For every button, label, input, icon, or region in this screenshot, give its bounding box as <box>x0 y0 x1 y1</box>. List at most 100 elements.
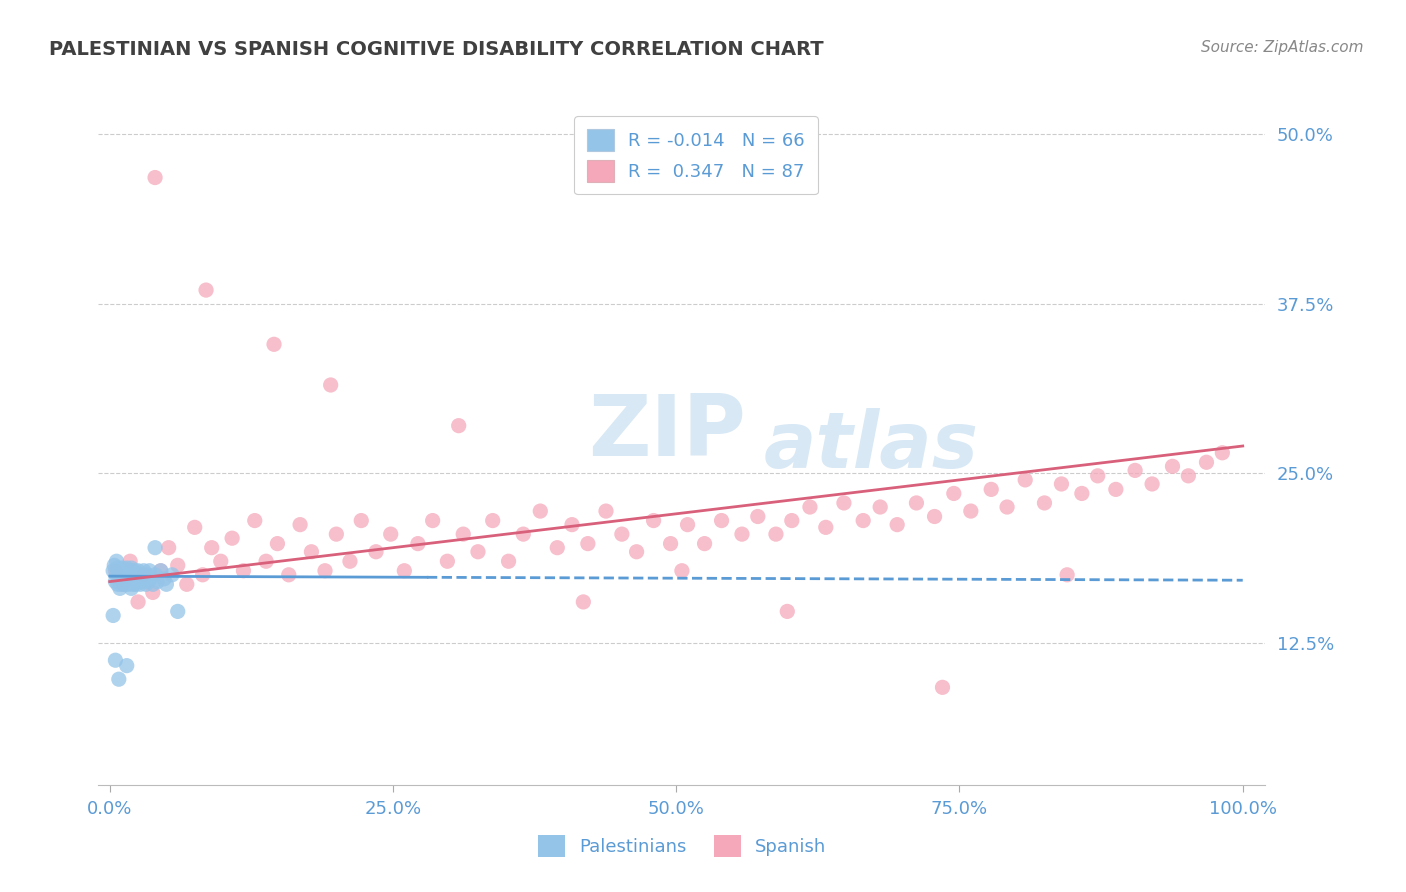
Point <box>1195 455 1218 469</box>
Point <box>112 567 135 582</box>
Point <box>254 554 277 568</box>
Point <box>111 561 134 575</box>
Point <box>136 567 159 582</box>
Point <box>124 574 146 589</box>
Point <box>110 577 132 591</box>
Point <box>101 608 124 623</box>
Point <box>1161 459 1184 474</box>
Point <box>852 514 875 528</box>
Point <box>125 572 148 586</box>
Point <box>114 564 136 578</box>
Point <box>132 567 155 582</box>
Point <box>232 564 254 578</box>
Point <box>529 504 551 518</box>
Point <box>765 527 787 541</box>
Point <box>959 504 981 518</box>
Point <box>120 561 142 575</box>
Point <box>481 514 503 528</box>
Point <box>671 564 693 578</box>
Point <box>104 574 127 589</box>
Point <box>105 567 128 582</box>
Point <box>869 500 891 514</box>
Point <box>447 418 470 433</box>
Point <box>105 554 128 568</box>
Point <box>142 585 165 599</box>
Point <box>155 577 177 591</box>
Point <box>924 509 946 524</box>
Point <box>149 564 172 578</box>
Point <box>191 567 214 582</box>
Point <box>104 564 127 578</box>
Point <box>339 554 361 568</box>
Point <box>546 541 568 555</box>
Point <box>108 672 131 686</box>
Text: atlas: atlas <box>763 408 979 484</box>
Point <box>183 520 205 534</box>
Point <box>731 527 754 541</box>
Point <box>131 567 153 582</box>
Point <box>1211 446 1233 460</box>
Point <box>380 527 402 541</box>
Point <box>364 545 387 559</box>
Point <box>693 536 716 550</box>
Point <box>266 536 288 550</box>
Point <box>1140 477 1163 491</box>
Point <box>114 577 136 591</box>
Point <box>776 604 799 618</box>
Legend: Palestinians, Spanish: Palestinians, Spanish <box>530 828 834 864</box>
Point <box>160 567 183 582</box>
Point <box>814 520 837 534</box>
Point <box>114 577 136 591</box>
Point <box>166 604 188 618</box>
Point <box>467 545 489 559</box>
Point <box>299 545 322 559</box>
Point <box>832 496 855 510</box>
Point <box>121 572 143 586</box>
Point <box>319 378 342 392</box>
Point <box>120 554 142 568</box>
Point <box>127 564 149 578</box>
Point <box>108 582 131 596</box>
Point <box>143 170 166 185</box>
Point <box>314 564 336 578</box>
Point <box>325 527 347 541</box>
Point <box>112 574 135 589</box>
Point <box>143 541 166 555</box>
Point <box>157 541 180 555</box>
Point <box>121 564 143 578</box>
Point <box>104 653 127 667</box>
Point <box>561 517 583 532</box>
Point <box>195 283 218 297</box>
Point <box>112 577 135 591</box>
Point <box>120 567 142 582</box>
Point <box>263 337 285 351</box>
Point <box>129 577 152 591</box>
Point <box>125 567 148 582</box>
Point <box>122 577 145 591</box>
Point <box>1087 468 1109 483</box>
Point <box>610 527 633 541</box>
Point <box>710 514 733 528</box>
Point <box>114 572 136 586</box>
Text: ZIP: ZIP <box>589 391 747 474</box>
Point <box>103 558 125 573</box>
Point <box>127 574 149 589</box>
Point <box>120 582 142 596</box>
Point <box>117 567 139 582</box>
Point <box>128 572 150 586</box>
Point <box>1070 486 1092 500</box>
Point <box>115 561 138 575</box>
Point <box>572 595 595 609</box>
Point <box>576 536 599 550</box>
Point <box>451 527 474 541</box>
Point <box>149 564 172 578</box>
Point <box>127 595 149 609</box>
Point <box>108 572 131 586</box>
Point <box>108 567 131 582</box>
Point <box>142 577 165 591</box>
Point <box>780 514 803 528</box>
Point <box>995 500 1018 514</box>
Text: PALESTINIAN VS SPANISH COGNITIVE DISABILITY CORRELATION CHART: PALESTINIAN VS SPANISH COGNITIVE DISABIL… <box>49 40 824 59</box>
Point <box>117 574 139 589</box>
Point <box>143 567 166 582</box>
